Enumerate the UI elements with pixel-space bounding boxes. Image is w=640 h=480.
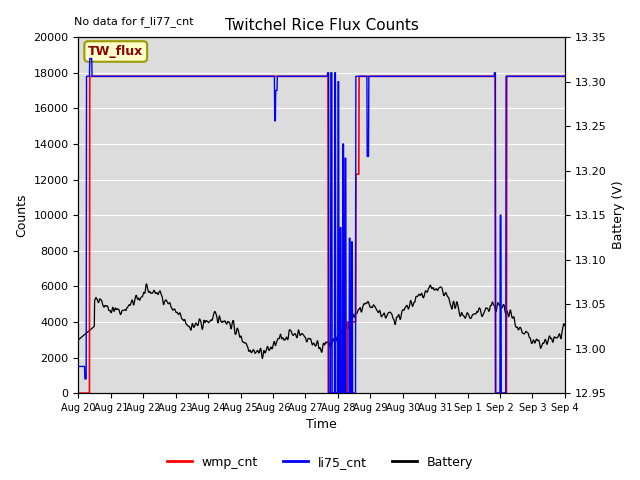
Y-axis label: Battery (V): Battery (V) [612, 181, 625, 250]
X-axis label: Time: Time [307, 419, 337, 432]
Y-axis label: Counts: Counts [15, 193, 28, 237]
Title: Twitchel Rice Flux Counts: Twitchel Rice Flux Counts [225, 18, 419, 33]
Legend: wmp_cnt, li75_cnt, Battery: wmp_cnt, li75_cnt, Battery [162, 451, 478, 474]
Text: No data for f_li77_cnt: No data for f_li77_cnt [74, 16, 193, 27]
Text: TW_flux: TW_flux [88, 45, 143, 58]
